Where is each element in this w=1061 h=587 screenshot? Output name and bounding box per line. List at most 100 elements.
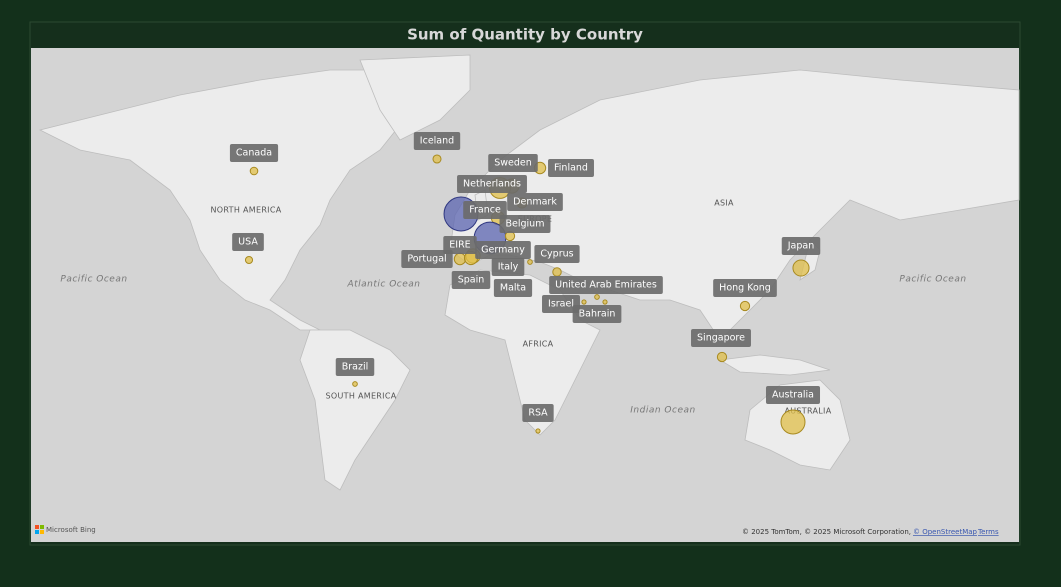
bubble[interactable] bbox=[535, 428, 541, 434]
country-name: Israel bbox=[548, 299, 574, 310]
label-background bbox=[491, 258, 525, 276]
country-label[interactable]: Finland bbox=[548, 159, 594, 177]
label-background bbox=[401, 250, 453, 268]
visual-title: Sum of Quantity by Country bbox=[407, 26, 643, 44]
country-label[interactable]: EIRE bbox=[443, 236, 477, 254]
country-label[interactable]: Iceland bbox=[413, 132, 461, 150]
country-name: Malta bbox=[500, 283, 526, 294]
bubble[interactable] bbox=[716, 351, 728, 363]
country-label[interactable]: Netherlands bbox=[457, 175, 527, 193]
country-label[interactable]: Portugal bbox=[401, 250, 453, 268]
bubble[interactable] bbox=[581, 299, 587, 305]
label-background bbox=[451, 271, 491, 289]
country-name: Spain bbox=[458, 275, 485, 286]
country-name: Hong Kong bbox=[719, 283, 771, 294]
label-background bbox=[572, 305, 622, 323]
label-background bbox=[413, 132, 461, 150]
country-name: Belgium bbox=[506, 219, 545, 230]
label-background bbox=[457, 175, 527, 193]
bubble[interactable] bbox=[792, 259, 810, 277]
bing-logo: Microsoft Bing bbox=[35, 525, 96, 534]
country-name: Denmark bbox=[513, 197, 557, 208]
country-label[interactable]: Italy bbox=[491, 258, 525, 276]
copyright: © 2025 TomTom, © 2025 Microsoft Corporat… bbox=[742, 528, 911, 536]
north-america bbox=[38, 69, 421, 331]
country-name: Finland bbox=[554, 163, 588, 174]
label-background bbox=[463, 201, 507, 219]
label-background bbox=[522, 404, 554, 422]
country-label[interactable]: Israel bbox=[542, 295, 580, 313]
country-name: Germany bbox=[481, 245, 525, 256]
osm-link[interactable]: © OpenStreetMap bbox=[913, 528, 978, 536]
bubble[interactable] bbox=[739, 300, 751, 312]
country-name: Sweden bbox=[494, 158, 532, 169]
bubble[interactable] bbox=[527, 259, 533, 265]
country-name: Canada bbox=[236, 148, 272, 159]
country-label[interactable]: Singapore bbox=[691, 329, 751, 347]
bubble[interactable] bbox=[432, 154, 442, 164]
greenland bbox=[359, 54, 471, 141]
country-label[interactable]: RSA bbox=[522, 404, 554, 422]
country-label[interactable]: United Arab Emirates bbox=[549, 276, 663, 294]
country-label[interactable]: USA bbox=[232, 233, 264, 251]
bubble[interactable] bbox=[244, 255, 254, 265]
label-background bbox=[229, 144, 279, 162]
country-label[interactable]: Australia bbox=[765, 386, 821, 404]
bubble[interactable] bbox=[594, 294, 600, 300]
country-label[interactable]: Bahrain bbox=[572, 305, 622, 323]
country-name: Netherlands bbox=[463, 179, 521, 190]
label-background bbox=[781, 237, 821, 255]
label-background bbox=[232, 233, 264, 251]
terms-link[interactable]: Terms bbox=[977, 528, 999, 536]
country-name: Bahrain bbox=[579, 309, 616, 320]
country-label[interactable]: Canada bbox=[229, 144, 279, 162]
indonesia bbox=[718, 354, 831, 376]
label-background bbox=[534, 245, 580, 263]
country-name: Australia bbox=[772, 390, 814, 401]
bubble[interactable] bbox=[249, 166, 259, 176]
bubble[interactable] bbox=[352, 381, 358, 387]
label-background bbox=[475, 241, 531, 259]
country-name: Japan bbox=[787, 241, 815, 252]
country-name: Italy bbox=[498, 262, 519, 273]
region-label: AUSTRALIA bbox=[785, 407, 832, 416]
country-label[interactable]: Sweden bbox=[488, 154, 538, 172]
region-label: AFRICA bbox=[523, 340, 554, 349]
label-background bbox=[691, 329, 751, 347]
ocean-label: Pacific Ocean bbox=[899, 275, 966, 285]
country-name: USA bbox=[238, 237, 258, 248]
label-background bbox=[765, 386, 821, 404]
country-name: EIRE bbox=[449, 240, 470, 251]
region-label: NORTH AMERICA bbox=[210, 206, 281, 215]
country-name: Iceland bbox=[420, 136, 454, 147]
country-label[interactable]: Malta bbox=[493, 279, 533, 297]
bubble[interactable] bbox=[602, 299, 608, 305]
country-name: United Arab Emirates bbox=[555, 280, 657, 291]
region-label: SOUTH AMERICA bbox=[326, 392, 397, 401]
country-name: Singapore bbox=[697, 333, 745, 344]
country-label[interactable]: Germany bbox=[475, 241, 531, 259]
label-background bbox=[713, 279, 777, 297]
south-america bbox=[299, 329, 411, 491]
bing-text: Microsoft Bing bbox=[46, 526, 96, 534]
label-background bbox=[443, 236, 477, 254]
label-background bbox=[493, 279, 533, 297]
bubble[interactable] bbox=[780, 409, 806, 435]
label-background bbox=[542, 295, 580, 313]
country-label[interactable]: Spain bbox=[451, 271, 491, 289]
country-label[interactable]: France bbox=[463, 201, 507, 219]
country-name: Brazil bbox=[342, 362, 369, 373]
ocean-label: Atlantic Ocean bbox=[346, 280, 420, 290]
country-label[interactable]: Japan bbox=[781, 237, 821, 255]
country-name: Portugal bbox=[407, 254, 446, 265]
country-label[interactable]: Brazil bbox=[335, 358, 375, 376]
country-label[interactable]: Cyprus bbox=[534, 245, 580, 263]
country-label[interactable]: Denmark bbox=[507, 193, 563, 211]
bubble[interactable] bbox=[453, 252, 467, 266]
label-background bbox=[488, 154, 538, 172]
region-label: ASIA bbox=[714, 199, 734, 208]
country-label[interactable]: Belgium bbox=[499, 215, 551, 233]
country-label[interactable]: Hong Kong bbox=[713, 279, 777, 297]
bubble[interactable] bbox=[552, 267, 562, 277]
